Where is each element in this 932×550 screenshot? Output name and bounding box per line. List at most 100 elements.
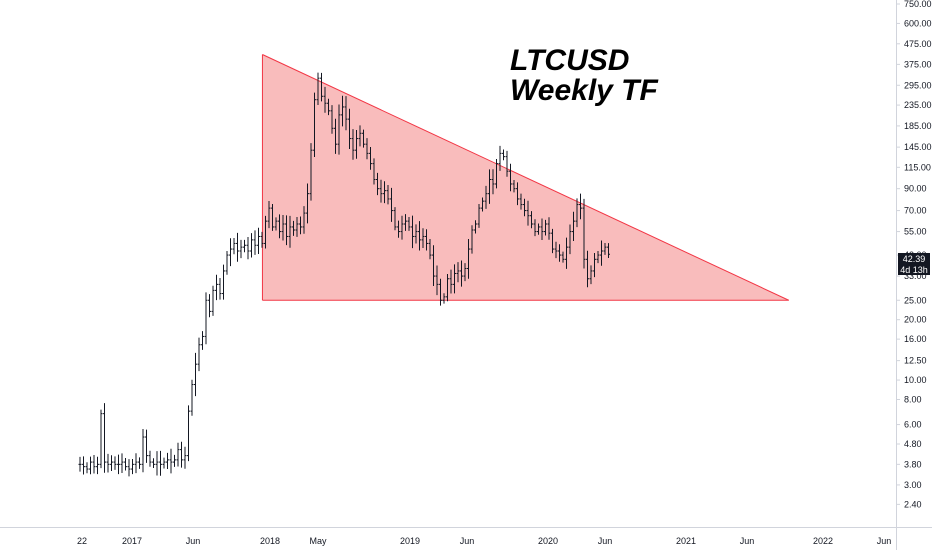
ohlc-bar: [568, 224, 572, 255]
ohlc-bar: [295, 216, 299, 237]
ohlc-bar: [418, 221, 421, 251]
price-axis[interactable]: 2.40 3.00 3.80 4.80 6.00 8.00 10.00 12.50 16.00 2…: [896, 0, 932, 550]
ohlc-bar: [225, 250, 229, 275]
price-tick-label: 3.00: [904, 480, 922, 490]
ohlc-bar: [442, 293, 446, 304]
ohlc-bar: [78, 456, 82, 472]
price-tick-label: 33.00: [904, 271, 927, 281]
ohlc-bar: [236, 232, 239, 262]
plot-area[interactable]: LTCUSD Weekly TF: [78, 44, 789, 477]
ohlc-bar: [232, 238, 236, 255]
ohlc-bar: [509, 163, 512, 192]
ohlc-bar: [407, 216, 411, 231]
ohlc-bar: [278, 214, 281, 239]
ohlc-bar: [323, 86, 327, 113]
ohlc-bar: [460, 260, 463, 287]
ohlc-bar: [425, 229, 428, 251]
ohlc-bar: [103, 403, 106, 473]
last-price-value: 42.39: [903, 254, 926, 264]
ohlc-bar: [253, 230, 257, 255]
price-tick-label: 600.00: [904, 18, 932, 28]
ohlc-bar: [540, 218, 544, 240]
ohlc-bar: [439, 278, 442, 306]
ohlc-bar: [320, 72, 323, 102]
ohlc-bar: [572, 211, 575, 241]
ohlc-bar: [379, 179, 383, 203]
ohlc-bar: [565, 237, 568, 269]
time-axis[interactable]: 22 2017 Jun 2018 May 2019 Jun 2020 Jun 2021 Jun 202…: [0, 527, 932, 547]
price-tick-label: 3.80: [904, 459, 922, 469]
ohlc-bar: [533, 219, 537, 237]
ohlc-bar: [502, 149, 505, 161]
ohlc-bar: [582, 198, 586, 269]
ohlc-bar: [96, 456, 99, 475]
ohlc-bar: [474, 220, 477, 234]
time-tick-label: 2018: [260, 536, 280, 546]
ohlc-bar: [281, 215, 285, 241]
price-tick-label: 90.00: [904, 184, 927, 194]
ohlc-bar: [547, 217, 551, 240]
price-tick-label: 25.00: [904, 295, 927, 305]
price-tick-label: 375.00: [904, 59, 932, 69]
ohlc-bar: [376, 172, 379, 196]
ohlc-bar: [386, 185, 390, 205]
ohlc-bar: [397, 220, 400, 238]
ohlc-bar: [106, 453, 110, 473]
ohlc-bar: [554, 241, 558, 259]
ohlc-bar: [561, 251, 565, 263]
last-price-box: [898, 253, 930, 264]
ohlc-bar: [239, 239, 243, 259]
price-tick-label: 235.00: [904, 100, 932, 110]
price-tick-label: 10.00: [904, 375, 927, 385]
ohlc-bar: [159, 450, 162, 476]
ohlc-bar: [432, 245, 435, 286]
ohlc-bar: [491, 169, 495, 195]
ohlc-bar: [411, 215, 414, 249]
ohlc-bar: [383, 181, 386, 204]
ohlc-bar: [400, 215, 404, 240]
ohlc-bar: [124, 458, 127, 471]
price-tick-label: 2.40: [904, 499, 922, 509]
ohlc-bar: [138, 457, 141, 469]
ohlc-bar: [201, 331, 204, 350]
ohlc-bar: [390, 187, 393, 222]
ohlc-bar: [519, 193, 523, 210]
ohlc-bar: [222, 264, 225, 300]
time-tick-label: 2017: [122, 536, 142, 546]
ohlc-bar: [306, 183, 309, 224]
ohlc-bar: [589, 265, 593, 285]
price-tick-label: 8.00: [904, 395, 922, 405]
ohlc-bar: [428, 238, 432, 260]
ohlc-bar: [218, 278, 222, 300]
ohlc-bar: [299, 216, 302, 235]
time-tick-label: Jun: [460, 536, 475, 546]
ohlc-bar: [453, 264, 456, 294]
ohlc-bar: [579, 193, 582, 220]
time-tick-label: Jun: [186, 536, 201, 546]
ohlc-bar: [530, 211, 533, 229]
time-tick-label: 2020: [538, 536, 558, 546]
descending-triangle: [261, 54, 789, 301]
ohlc-bar: [285, 215, 288, 246]
time-tick-label: May: [309, 536, 327, 546]
price-tick-label: 475.00: [904, 39, 932, 49]
countdown-value: 4d 13h: [900, 265, 928, 275]
ohlc-bar: [267, 201, 271, 229]
ohlc-bar: [505, 150, 509, 177]
ohlc-bar: [271, 203, 274, 231]
ohlc-bar: [141, 429, 145, 473]
ohlc-bar: [516, 182, 519, 206]
price-tick-label: 185.00: [904, 121, 932, 131]
ohlc-bar: [197, 337, 201, 372]
time-tick-label: 2019: [400, 536, 420, 546]
ohlc-bar: [596, 251, 600, 264]
time-tick-label: Jun: [877, 536, 892, 546]
chart-title-line-1: LTCUSD: [510, 44, 629, 77]
ohlc-bar: [603, 243, 607, 255]
ohlc-bar: [127, 459, 131, 477]
ohlc-bar: [488, 169, 491, 204]
last-price-badge: 42.39 4d 13h: [898, 253, 930, 275]
ohlc-bar: [302, 206, 306, 234]
price-tick-label: 70.00: [904, 206, 927, 216]
